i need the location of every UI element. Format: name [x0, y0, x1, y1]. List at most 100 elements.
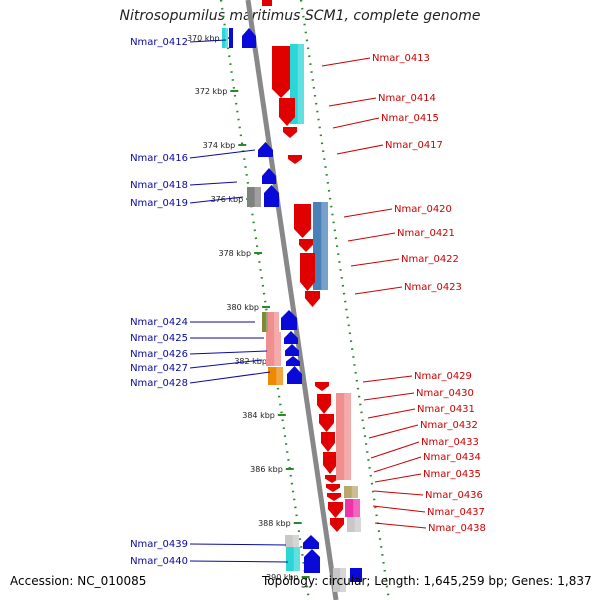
- forward-gene-arrow: [305, 291, 320, 307]
- gene-label-leader: [373, 490, 424, 496]
- gene-label-leader: [368, 424, 419, 439]
- reverse-gene-block-shade: [274, 332, 281, 366]
- forward-gene-block: [336, 393, 351, 480]
- reverse-gene-block: [247, 187, 261, 207]
- reverse-gene-block-shade: [276, 367, 283, 385]
- reverse-gene-block: [285, 535, 299, 547]
- reverse-gene-arrow: [287, 366, 302, 384]
- gene-label-nmar_0414: Nmar_0414: [378, 93, 436, 104]
- gene-label-nmar_0439: Nmar_0439: [130, 539, 188, 550]
- reverse-gene-block: [266, 332, 281, 366]
- gene-label-nmar_0434: Nmar_0434: [423, 452, 481, 463]
- reverse-gene-arrow: [285, 344, 299, 356]
- forward-gene-arrow: [288, 155, 302, 164]
- gene-label-leader: [189, 196, 244, 204]
- scale-tick-label: 390 kbp: [266, 573, 299, 582]
- reverse-gene-block: [350, 568, 362, 582]
- gene-label-nmar_0425: Nmar_0425: [130, 333, 188, 344]
- reverse-gene-arrow: [284, 331, 298, 344]
- forward-gene-block-shade: [351, 486, 358, 498]
- gene-label-nmar_0415: Nmar_0415: [381, 113, 439, 124]
- scale-tick-label: 380 kbp: [226, 303, 259, 312]
- forward-gene-block-shade: [344, 393, 351, 480]
- forward-gene-arrow: [325, 475, 339, 483]
- reverse-gene-arrow: [281, 310, 297, 330]
- forward-gene-block-shade: [354, 517, 361, 532]
- gene-label-nmar_0433: Nmar_0433: [421, 437, 479, 448]
- gene-label-nmar_0429: Nmar_0429: [414, 371, 472, 382]
- gene-label-nmar_0419: Nmar_0419: [130, 198, 188, 209]
- gene-label-nmar_0438: Nmar_0438: [428, 523, 486, 534]
- gene-label-leader: [354, 286, 403, 295]
- forward-gene-arrow: [321, 432, 335, 452]
- scale-tick-label: 372 kbp: [195, 87, 228, 96]
- gene-label-nmar_0430: Nmar_0430: [416, 388, 474, 399]
- reverse-gene-block: [268, 367, 283, 385]
- forward-gene-arrow: [299, 239, 313, 252]
- gene-label-leader: [189, 181, 238, 186]
- gene-label-nmar_0421: Nmar_0421: [397, 228, 455, 239]
- gene-label-leader: [336, 144, 384, 155]
- gene-label-leader: [373, 456, 422, 473]
- accession-label: Accession: NC_010085: [10, 574, 147, 588]
- reverse-gene-arrow: [303, 535, 319, 549]
- forward-gene-arrow: [315, 382, 329, 391]
- forward-gene-arrow: [294, 204, 311, 238]
- forward-gene-block-shade: [321, 202, 328, 290]
- reverse-gene-block: [333, 568, 346, 592]
- scale-tick-label: 376 kbp: [211, 195, 244, 204]
- forward-gene-arrow: [317, 394, 331, 414]
- reverse-gene-block: [268, 312, 279, 332]
- left-dotted-guide: [219, 0, 311, 600]
- forward-gene-arrow: [319, 414, 334, 432]
- summary-label: Topology: circular; Length: 1,645,259 bp…: [262, 574, 592, 588]
- gene-label-nmar_0423: Nmar_0423: [404, 282, 462, 293]
- gene-label-leader: [328, 97, 377, 107]
- forward-gene-arrow: [330, 518, 344, 532]
- gene-label-leader: [347, 232, 396, 242]
- reverse-gene-block: [286, 547, 300, 571]
- reverse-gene-arrow: [264, 185, 279, 207]
- gene-label-leader: [189, 350, 268, 355]
- reverse-gene-block-shade: [254, 187, 261, 207]
- scale-tick-label: 388 kbp: [258, 519, 291, 528]
- forward-gene-arrow: [327, 493, 341, 501]
- reverse-gene-arrow: [242, 28, 256, 48]
- gene-label-nmar_0435: Nmar_0435: [423, 469, 481, 480]
- forward-gene-block: [345, 499, 360, 517]
- forward-gene-arrow: [326, 484, 340, 492]
- reverse-gene-block-shade: [292, 535, 299, 547]
- gene-label-leader: [350, 258, 400, 267]
- gene-label-leader: [372, 505, 426, 513]
- scale-tick-label: 386 kbp: [250, 465, 283, 474]
- gene-label-nmar_0437: Nmar_0437: [427, 507, 485, 518]
- reverse-gene-arrow: [286, 356, 300, 366]
- gene-label-leader: [189, 560, 289, 563]
- gene-label-nmar_0413: Nmar_0413: [372, 53, 430, 64]
- reverse-gene-arrow: [258, 142, 273, 157]
- gene-label-leader: [363, 392, 415, 401]
- forward-gene-block: [347, 517, 361, 532]
- forward-gene-arrow: [323, 452, 337, 474]
- gene-label-nmar_0432: Nmar_0432: [420, 420, 478, 431]
- forward-gene-block-shade: [297, 44, 304, 124]
- gene-label-leader: [321, 57, 371, 67]
- gene-label-leader: [189, 371, 271, 384]
- gene-label-leader: [189, 39, 227, 43]
- gene-label-nmar_0417: Nmar_0417: [385, 140, 443, 151]
- gene-label-leader: [374, 473, 422, 483]
- reverse-gene-block-shade: [265, 312, 269, 332]
- gene-label-nmar_0440: Nmar_0440: [130, 556, 188, 567]
- scale-tick-label: 378 kbp: [218, 249, 251, 258]
- gene-label-leader: [370, 441, 420, 459]
- reverse-gene-arrow: [304, 549, 320, 573]
- scale-tick-label: 374 kbp: [203, 141, 236, 150]
- reverse-gene-block: [262, 312, 269, 332]
- gene-label-nmar_0427: Nmar_0427: [130, 363, 188, 374]
- gene-label-nmar_0436: Nmar_0436: [425, 490, 483, 501]
- reverse-gene-block: [222, 28, 228, 48]
- forward-gene-arrow: [279, 98, 295, 126]
- gene-label-leader: [189, 359, 263, 369]
- gene-label-nmar_0420: Nmar_0420: [394, 204, 452, 215]
